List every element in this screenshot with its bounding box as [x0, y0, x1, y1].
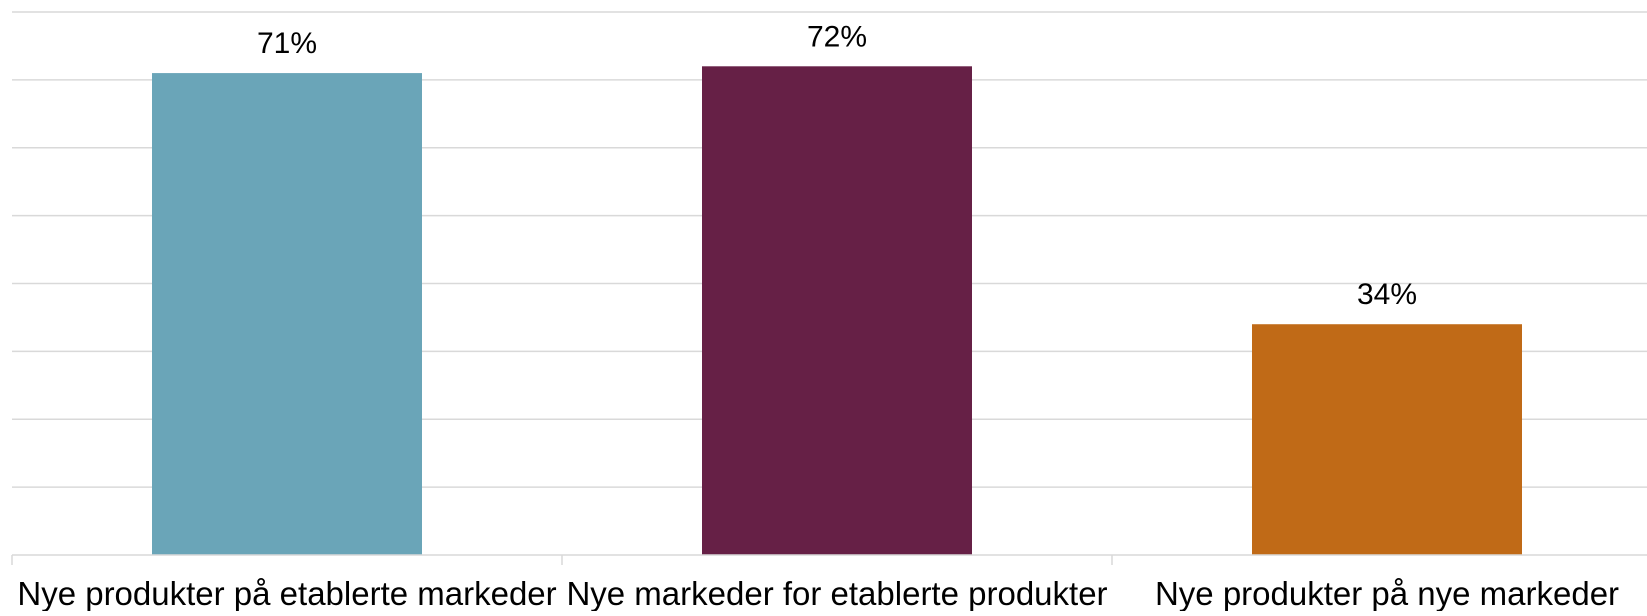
data-label: 71%	[257, 27, 317, 60]
category-tick-label: Nye markeder for etablerte produkter	[566, 575, 1107, 611]
category-tick-label: Nye produkter på nye markeder	[1155, 575, 1619, 611]
category-labels: Nye produkter på etablerte markeder Nye m…	[17, 575, 1619, 612]
bar	[152, 73, 422, 556]
category-tick-label: Nye produkter på etablerte markeder	[17, 575, 556, 611]
bars	[152, 66, 1522, 556]
data-label: 34%	[1357, 278, 1417, 311]
data-label: 72%	[807, 20, 867, 53]
value-labels: 71% 72% 34%	[257, 20, 1417, 311]
bar	[1252, 324, 1522, 555]
bar	[702, 66, 972, 556]
x-axis	[11, 554, 1647, 565]
